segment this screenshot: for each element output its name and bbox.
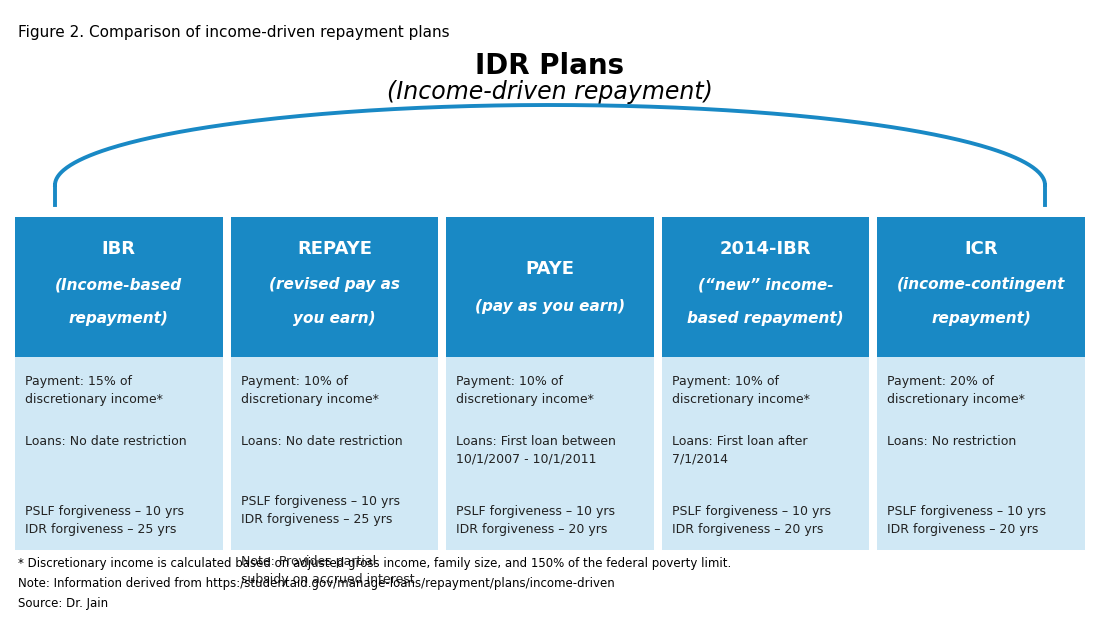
Text: Note: Provides partial
subsidy on accrued interest: Note: Provides partial subsidy on accrue…	[241, 555, 415, 586]
Bar	[878, 217, 1085, 357]
Text: Loans: No date restriction: Loans: No date restriction	[241, 435, 403, 448]
Text: PSLF forgiveness – 10 yrs
IDR forgiveness – 20 yrs: PSLF forgiveness – 10 yrs IDR forgivenes…	[456, 505, 615, 536]
Text: Note: Information derived from https:/studentaid.gov/manage-loans/repayment/plan: Note: Information derived from https:/st…	[18, 577, 615, 590]
Text: PSLF forgiveness – 10 yrs
IDR forgiveness – 25 yrs: PSLF forgiveness – 10 yrs IDR forgivenes…	[25, 505, 184, 536]
Bar	[231, 357, 438, 550]
Text: Loans: No restriction: Loans: No restriction	[888, 435, 1016, 448]
Text: Source: Dr. Jain: Source: Dr. Jain	[18, 597, 108, 610]
Text: ICR: ICR	[965, 240, 998, 258]
Bar	[662, 217, 869, 357]
Text: (pay as you earn): (pay as you earn)	[475, 299, 625, 314]
Text: IDR Plans: IDR Plans	[475, 52, 625, 80]
Text: Loans: First loan between
10/1/2007 - 10/1/2011: Loans: First loan between 10/1/2007 - 10…	[456, 435, 616, 466]
Text: based repayment): based repayment)	[688, 311, 844, 326]
Bar	[447, 357, 653, 550]
Text: * Discretionary income is calculated based on adjusted gross income, family size: * Discretionary income is calculated bas…	[18, 557, 732, 570]
Text: (Income-driven repayment): (Income-driven repayment)	[387, 80, 713, 104]
Text: repayment): repayment)	[932, 311, 1031, 326]
Bar	[15, 357, 222, 550]
Text: (revised pay as: (revised pay as	[268, 278, 400, 292]
Bar	[15, 217, 222, 357]
Text: Figure 2. Comparison of income-driven repayment plans: Figure 2. Comparison of income-driven re…	[18, 25, 450, 40]
Bar	[231, 217, 438, 357]
Text: Loans: First loan after
7/1/2014: Loans: First loan after 7/1/2014	[672, 435, 807, 466]
Text: repayment): repayment)	[69, 311, 168, 326]
Text: PSLF forgiveness – 10 yrs
IDR forgiveness – 20 yrs: PSLF forgiveness – 10 yrs IDR forgivenes…	[672, 505, 830, 536]
Text: Payment: 15% of
discretionary income*: Payment: 15% of discretionary income*	[25, 375, 163, 406]
Text: REPAYE: REPAYE	[297, 240, 372, 258]
Bar	[878, 357, 1085, 550]
Text: you earn): you earn)	[293, 311, 376, 326]
Text: PSLF forgiveness – 10 yrs
IDR forgiveness – 25 yrs: PSLF forgiveness – 10 yrs IDR forgivenes…	[241, 495, 399, 526]
Text: Payment: 20% of
discretionary income*: Payment: 20% of discretionary income*	[888, 375, 1025, 406]
Text: PSLF forgiveness – 10 yrs
IDR forgiveness – 20 yrs: PSLF forgiveness – 10 yrs IDR forgivenes…	[888, 505, 1046, 536]
Bar	[662, 357, 869, 550]
Text: (“new” income-: (“new” income-	[697, 278, 834, 292]
Bar	[447, 217, 653, 357]
Text: (Income-based: (Income-based	[55, 278, 183, 292]
Text: PAYE: PAYE	[526, 260, 574, 278]
Text: (income-contingent: (income-contingent	[896, 278, 1066, 292]
Text: Loans: No date restriction: Loans: No date restriction	[25, 435, 187, 448]
Text: Payment: 10% of
discretionary income*: Payment: 10% of discretionary income*	[672, 375, 810, 406]
Text: Payment: 10% of
discretionary income*: Payment: 10% of discretionary income*	[241, 375, 378, 406]
Text: Payment: 10% of
discretionary income*: Payment: 10% of discretionary income*	[456, 375, 594, 406]
Text: 2014-IBR: 2014-IBR	[719, 240, 812, 258]
Text: IBR: IBR	[102, 240, 135, 258]
